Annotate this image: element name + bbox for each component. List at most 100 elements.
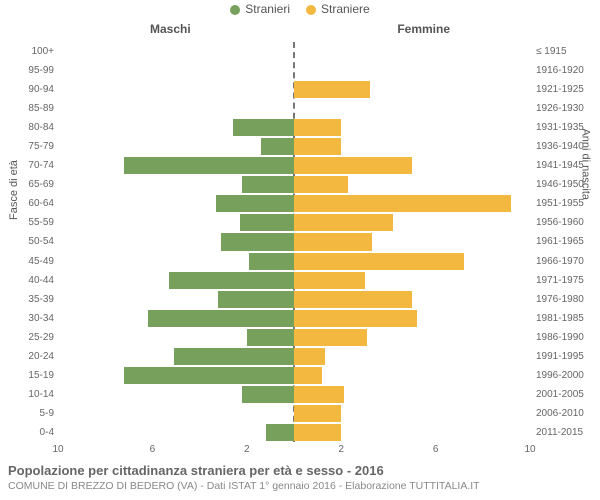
bar-male — [124, 367, 294, 384]
age-row: 25-291986-1990 — [58, 328, 530, 347]
age-row: 15-191996-2000 — [58, 366, 530, 385]
bar-male — [169, 272, 294, 289]
birth-label: 1941-1945 — [536, 160, 600, 171]
birth-label: 2006-2010 — [536, 408, 600, 419]
birth-label: 1951-1955 — [536, 198, 600, 209]
bar-female — [294, 291, 412, 308]
legend: StranieriStraniere — [0, 0, 600, 16]
age-label: 75-79 — [0, 141, 54, 152]
bar-male — [148, 310, 294, 327]
birth-label: 1991-1995 — [536, 351, 600, 362]
age-row: 10-142001-2005 — [58, 385, 530, 404]
bar-female — [294, 214, 393, 231]
header-male: Maschi — [150, 22, 191, 36]
bar-male — [240, 214, 294, 231]
age-row: 95-991916-1920 — [58, 61, 530, 80]
birth-label: 1916-1920 — [536, 65, 600, 76]
bar-female — [294, 310, 417, 327]
age-label: 10-14 — [0, 389, 54, 400]
age-row: 75-791936-1940 — [58, 137, 530, 156]
bar-female — [294, 405, 341, 422]
bar-female — [294, 329, 367, 346]
header-female: Femmine — [397, 22, 450, 36]
birth-label: 1981-1985 — [536, 313, 600, 324]
birth-label: 1996-2000 — [536, 370, 600, 381]
x-tick: 6 — [433, 444, 439, 455]
birth-label: 1976-1980 — [536, 294, 600, 305]
birth-label: 1966-1970 — [536, 256, 600, 267]
birth-label: 1936-1940 — [536, 141, 600, 152]
bar-male — [249, 253, 294, 270]
bar-male — [247, 329, 294, 346]
age-row: 0-42011-2015 — [58, 423, 530, 442]
bar-female — [294, 233, 372, 250]
age-label: 50-54 — [0, 236, 54, 247]
birth-label: 1931-1935 — [536, 122, 600, 133]
age-label: 40-44 — [0, 275, 54, 286]
bar-female — [294, 81, 370, 98]
age-row: 90-941921-1925 — [58, 80, 530, 99]
age-label: 0-4 — [0, 427, 54, 438]
x-tick: 10 — [52, 444, 63, 455]
age-label: 80-84 — [0, 122, 54, 133]
bar-male — [242, 176, 294, 193]
caption-source: COMUNE DI BREZZO DI BEDERO (VA) - Dati I… — [8, 480, 480, 492]
age-row: 5-92006-2010 — [58, 404, 530, 423]
age-row: 60-641951-1955 — [58, 194, 530, 213]
bar-male — [266, 424, 294, 441]
age-label: 65-69 — [0, 179, 54, 190]
x-tick: 6 — [150, 444, 156, 455]
birth-label: 2001-2005 — [536, 389, 600, 400]
bar-female — [294, 119, 341, 136]
age-row: 85-891926-1930 — [58, 99, 530, 118]
age-row: 55-591956-1960 — [58, 213, 530, 232]
age-label: 70-74 — [0, 160, 54, 171]
age-row: 35-391976-1980 — [58, 290, 530, 309]
plot-area: 100+≤ 191595-991916-192090-941921-192585… — [58, 42, 530, 442]
age-row: 45-491966-1970 — [58, 252, 530, 271]
age-label: 55-59 — [0, 217, 54, 228]
birth-label: 1971-1975 — [536, 275, 600, 286]
age-label: 85-89 — [0, 103, 54, 114]
legend-item: Stranieri — [230, 2, 290, 16]
pyramid-chart: StranieriStraniere Maschi Femmine Fasce … — [0, 0, 600, 500]
age-label: 5-9 — [0, 408, 54, 419]
caption: Popolazione per cittadinanza straniera p… — [8, 463, 480, 492]
bar-male — [242, 386, 294, 403]
birth-label: 1926-1930 — [536, 103, 600, 114]
age-label: 95-99 — [0, 65, 54, 76]
bar-female — [294, 253, 464, 270]
age-label: 90-94 — [0, 84, 54, 95]
bar-female — [294, 195, 511, 212]
bar-female — [294, 424, 341, 441]
age-label: 30-34 — [0, 313, 54, 324]
birth-label: 1986-1990 — [536, 332, 600, 343]
age-row: 20-241991-1995 — [58, 347, 530, 366]
bar-male — [216, 195, 294, 212]
bar-female — [294, 138, 341, 155]
age-row: 100+≤ 1915 — [58, 42, 530, 61]
bar-female — [294, 348, 325, 365]
bar-male — [261, 138, 294, 155]
x-tick: 10 — [524, 444, 535, 455]
birth-label: ≤ 1915 — [536, 46, 600, 57]
bar-female — [294, 157, 412, 174]
age-row: 70-741941-1945 — [58, 156, 530, 175]
x-tick: 2 — [338, 444, 344, 455]
age-label: 60-64 — [0, 198, 54, 209]
bar-male — [221, 233, 294, 250]
bar-male — [233, 119, 294, 136]
age-label: 15-19 — [0, 370, 54, 381]
bar-male — [124, 157, 294, 174]
age-label: 20-24 — [0, 351, 54, 362]
bar-male — [174, 348, 294, 365]
x-tick: 2 — [244, 444, 250, 455]
bar-female — [294, 386, 344, 403]
age-row: 50-541961-1965 — [58, 232, 530, 251]
caption-title: Popolazione per cittadinanza straniera p… — [8, 463, 480, 478]
bar-female — [294, 176, 348, 193]
birth-label: 1956-1960 — [536, 217, 600, 228]
birth-label: 1946-1950 — [536, 179, 600, 190]
age-label: 100+ — [0, 46, 54, 57]
birth-label: 1921-1925 — [536, 84, 600, 95]
